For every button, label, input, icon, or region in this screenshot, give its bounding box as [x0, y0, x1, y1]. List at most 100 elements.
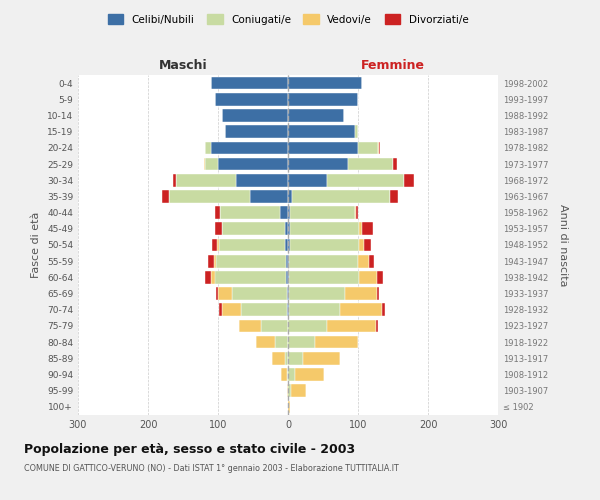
- Text: COMUNE DI GATTICO-VERUNO (NO) - Dati ISTAT 1° gennaio 2003 - Elaborazione TUTTIT: COMUNE DI GATTICO-VERUNO (NO) - Dati IST…: [24, 464, 399, 473]
- Bar: [221, 222, 284, 235]
- Bar: [220, 206, 280, 219]
- Bar: [284, 222, 288, 235]
- Bar: [211, 77, 288, 90]
- Bar: [288, 126, 355, 138]
- Bar: [359, 271, 377, 283]
- Bar: [359, 238, 364, 252]
- Bar: [214, 271, 286, 283]
- Bar: [358, 255, 368, 268]
- Bar: [288, 93, 358, 106]
- Bar: [389, 190, 398, 202]
- Bar: [211, 142, 288, 154]
- Bar: [281, 368, 287, 381]
- Bar: [288, 142, 358, 154]
- Bar: [287, 368, 288, 381]
- Bar: [218, 158, 288, 170]
- Bar: [288, 206, 290, 219]
- Bar: [368, 255, 374, 268]
- Legend: Celibi/Nubili, Coniugati/e, Vedovi/e, Divorziati/e: Celibi/Nubili, Coniugati/e, Vedovi/e, Di…: [103, 10, 473, 29]
- Bar: [288, 400, 290, 413]
- Bar: [288, 109, 344, 122]
- Bar: [289, 304, 340, 316]
- Bar: [291, 384, 306, 397]
- Bar: [218, 238, 285, 252]
- Bar: [304, 352, 340, 364]
- Bar: [204, 158, 205, 170]
- Bar: [287, 304, 288, 316]
- Bar: [362, 222, 373, 235]
- Bar: [286, 271, 288, 283]
- Bar: [393, 158, 397, 170]
- Bar: [288, 222, 290, 235]
- Bar: [215, 93, 288, 106]
- Bar: [290, 222, 359, 235]
- Bar: [262, 320, 288, 332]
- Bar: [214, 255, 216, 268]
- Bar: [288, 384, 291, 397]
- Bar: [346, 288, 377, 300]
- Bar: [218, 288, 232, 300]
- Bar: [287, 288, 288, 300]
- Bar: [355, 206, 356, 219]
- Bar: [211, 271, 215, 283]
- Bar: [288, 255, 289, 268]
- Bar: [290, 206, 355, 219]
- Bar: [326, 320, 376, 332]
- Bar: [355, 126, 358, 138]
- Bar: [358, 142, 377, 154]
- Bar: [176, 174, 235, 186]
- Bar: [280, 206, 288, 219]
- Bar: [290, 238, 359, 252]
- Bar: [289, 271, 359, 283]
- Bar: [288, 320, 326, 332]
- Bar: [289, 255, 358, 268]
- Bar: [292, 190, 389, 202]
- Bar: [377, 288, 379, 300]
- Bar: [359, 222, 362, 235]
- Bar: [288, 271, 289, 283]
- Bar: [239, 320, 262, 332]
- Y-axis label: Anni di nascita: Anni di nascita: [558, 204, 568, 286]
- Text: Femmine: Femmine: [361, 59, 425, 72]
- Bar: [356, 206, 358, 219]
- Bar: [326, 174, 404, 186]
- Bar: [377, 142, 379, 154]
- Bar: [232, 288, 287, 300]
- Bar: [169, 190, 250, 202]
- Bar: [221, 304, 241, 316]
- Bar: [286, 255, 288, 268]
- Bar: [382, 304, 385, 316]
- Bar: [205, 158, 218, 170]
- Bar: [376, 320, 377, 332]
- Bar: [216, 255, 286, 268]
- Bar: [288, 190, 292, 202]
- Text: Maschi: Maschi: [158, 59, 208, 72]
- Bar: [288, 352, 304, 364]
- Bar: [288, 158, 347, 170]
- Bar: [162, 190, 169, 202]
- Bar: [314, 336, 358, 348]
- Bar: [379, 142, 380, 154]
- Bar: [289, 288, 346, 300]
- Bar: [288, 174, 326, 186]
- Bar: [256, 336, 275, 348]
- Bar: [215, 222, 221, 235]
- Bar: [215, 206, 220, 219]
- Bar: [275, 336, 288, 348]
- Bar: [272, 352, 284, 364]
- Bar: [288, 238, 290, 252]
- Text: Popolazione per età, sesso e stato civile - 2003: Popolazione per età, sesso e stato civil…: [24, 442, 355, 456]
- Bar: [221, 109, 288, 122]
- Bar: [225, 126, 288, 138]
- Bar: [288, 368, 295, 381]
- Bar: [288, 77, 361, 90]
- Bar: [205, 142, 211, 154]
- Bar: [241, 304, 287, 316]
- Bar: [288, 288, 289, 300]
- Bar: [288, 304, 289, 316]
- Bar: [340, 304, 382, 316]
- Bar: [364, 238, 371, 252]
- Bar: [212, 238, 217, 252]
- Bar: [218, 304, 221, 316]
- Bar: [404, 174, 414, 186]
